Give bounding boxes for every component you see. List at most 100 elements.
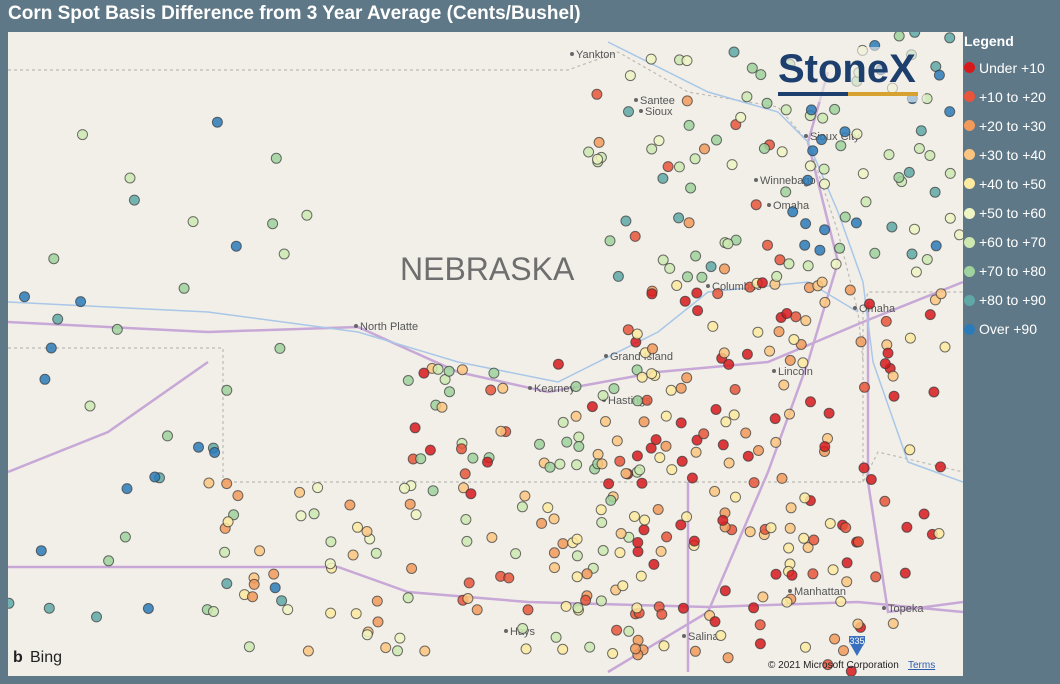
site-dot xyxy=(399,482,410,494)
site-dot xyxy=(632,537,644,548)
site-dot xyxy=(221,384,233,396)
place-marker xyxy=(767,203,771,207)
site-dot xyxy=(660,440,672,452)
site-dot xyxy=(921,254,933,265)
site-dot xyxy=(635,570,647,582)
site-dot xyxy=(722,238,734,250)
site-dot xyxy=(787,206,799,218)
legend-swatch xyxy=(964,91,975,103)
legend-label: +40 to +50 xyxy=(979,175,1046,192)
site-dot xyxy=(596,458,608,470)
site-dot xyxy=(557,643,569,655)
site-dot xyxy=(666,464,678,476)
legend-label: Under +10 xyxy=(979,59,1045,76)
site-dot xyxy=(886,221,898,233)
site-dot xyxy=(211,116,223,128)
site-dot xyxy=(683,119,695,131)
site-dot xyxy=(692,305,704,317)
site-dot xyxy=(620,215,632,227)
place-label: Grand Island xyxy=(610,351,673,363)
site-dot xyxy=(584,641,596,653)
place-label: Omaha xyxy=(773,200,810,212)
site-dot xyxy=(615,528,627,539)
legend-item[interactable]: +80 to +90 xyxy=(964,286,1060,315)
site-dot xyxy=(641,394,653,406)
site-dot xyxy=(418,367,430,379)
site-dot xyxy=(302,645,314,657)
site-dot xyxy=(744,526,756,538)
site-dot xyxy=(829,633,841,645)
legend-label: +10 to +20 xyxy=(979,88,1046,105)
legend-item[interactable]: Under +10 xyxy=(964,53,1060,82)
site-dot xyxy=(729,384,741,395)
site-dot xyxy=(519,490,531,502)
site-dot xyxy=(893,172,905,183)
site-dot xyxy=(698,428,710,440)
legend-item[interactable]: +50 to +60 xyxy=(964,198,1060,227)
site-dot xyxy=(550,631,562,643)
site-dot xyxy=(647,343,658,355)
site-dot xyxy=(124,172,136,184)
site-dot xyxy=(142,603,154,614)
legend-item[interactable]: +30 to +40 xyxy=(964,140,1060,169)
site-dot xyxy=(542,502,554,514)
site-dot xyxy=(748,477,760,489)
legend-item[interactable]: +60 to +70 xyxy=(964,228,1060,257)
site-dot xyxy=(344,499,356,511)
site-dot xyxy=(583,146,595,158)
site-dot xyxy=(660,410,672,422)
site-dot xyxy=(631,450,643,462)
place-marker xyxy=(804,134,808,138)
site-dot xyxy=(783,542,795,554)
legend-item[interactable]: +70 to +80 xyxy=(964,257,1060,286)
site-dot xyxy=(913,143,925,154)
legend-item[interactable]: +10 to +20 xyxy=(964,82,1060,111)
site-dot xyxy=(918,508,930,520)
site-dot xyxy=(699,143,710,155)
site-dot xyxy=(944,212,956,224)
legend-swatch xyxy=(964,120,975,132)
site-dot xyxy=(753,445,764,456)
legend-item[interactable]: +20 to +30 xyxy=(964,111,1060,140)
site-dot xyxy=(726,159,738,171)
site-dot xyxy=(486,532,498,543)
site-dot xyxy=(769,413,781,425)
site-dot xyxy=(548,513,560,525)
site-dot xyxy=(858,462,870,474)
shield xyxy=(849,636,865,656)
map-background xyxy=(8,32,963,676)
site-dot xyxy=(404,498,416,510)
site-dot xyxy=(221,478,233,490)
site-dot xyxy=(301,209,313,221)
site-dot xyxy=(681,55,693,67)
site-dot xyxy=(614,547,626,559)
site-dot xyxy=(690,446,702,458)
site-dot xyxy=(516,501,528,513)
site-dot xyxy=(43,602,55,614)
site-dot xyxy=(904,444,916,456)
state-label: NEBRASKA xyxy=(400,251,575,287)
place-label: Sioux xyxy=(645,106,673,118)
site-dot xyxy=(193,441,204,453)
site-dot xyxy=(798,532,810,544)
site-dot xyxy=(232,490,244,502)
site-dot xyxy=(402,592,414,604)
site-dot xyxy=(243,641,255,653)
legend-label: Over +90 xyxy=(979,321,1037,338)
logo: StoneX xyxy=(778,47,916,91)
bing-icon: b xyxy=(13,649,23,666)
attribution-terms[interactable]: Terms xyxy=(908,660,935,671)
site-dot xyxy=(788,334,800,345)
site-dot xyxy=(933,69,945,81)
site-dot xyxy=(819,224,831,236)
site-dot xyxy=(573,431,585,443)
site-dot xyxy=(844,284,856,296)
legend-item[interactable]: +40 to +50 xyxy=(964,169,1060,198)
site-dot xyxy=(608,383,620,395)
site-dot xyxy=(631,328,643,340)
legend-item[interactable]: Over +90 xyxy=(964,315,1060,344)
place-marker xyxy=(882,606,886,610)
place-marker xyxy=(639,109,643,113)
site-dot xyxy=(544,461,556,473)
